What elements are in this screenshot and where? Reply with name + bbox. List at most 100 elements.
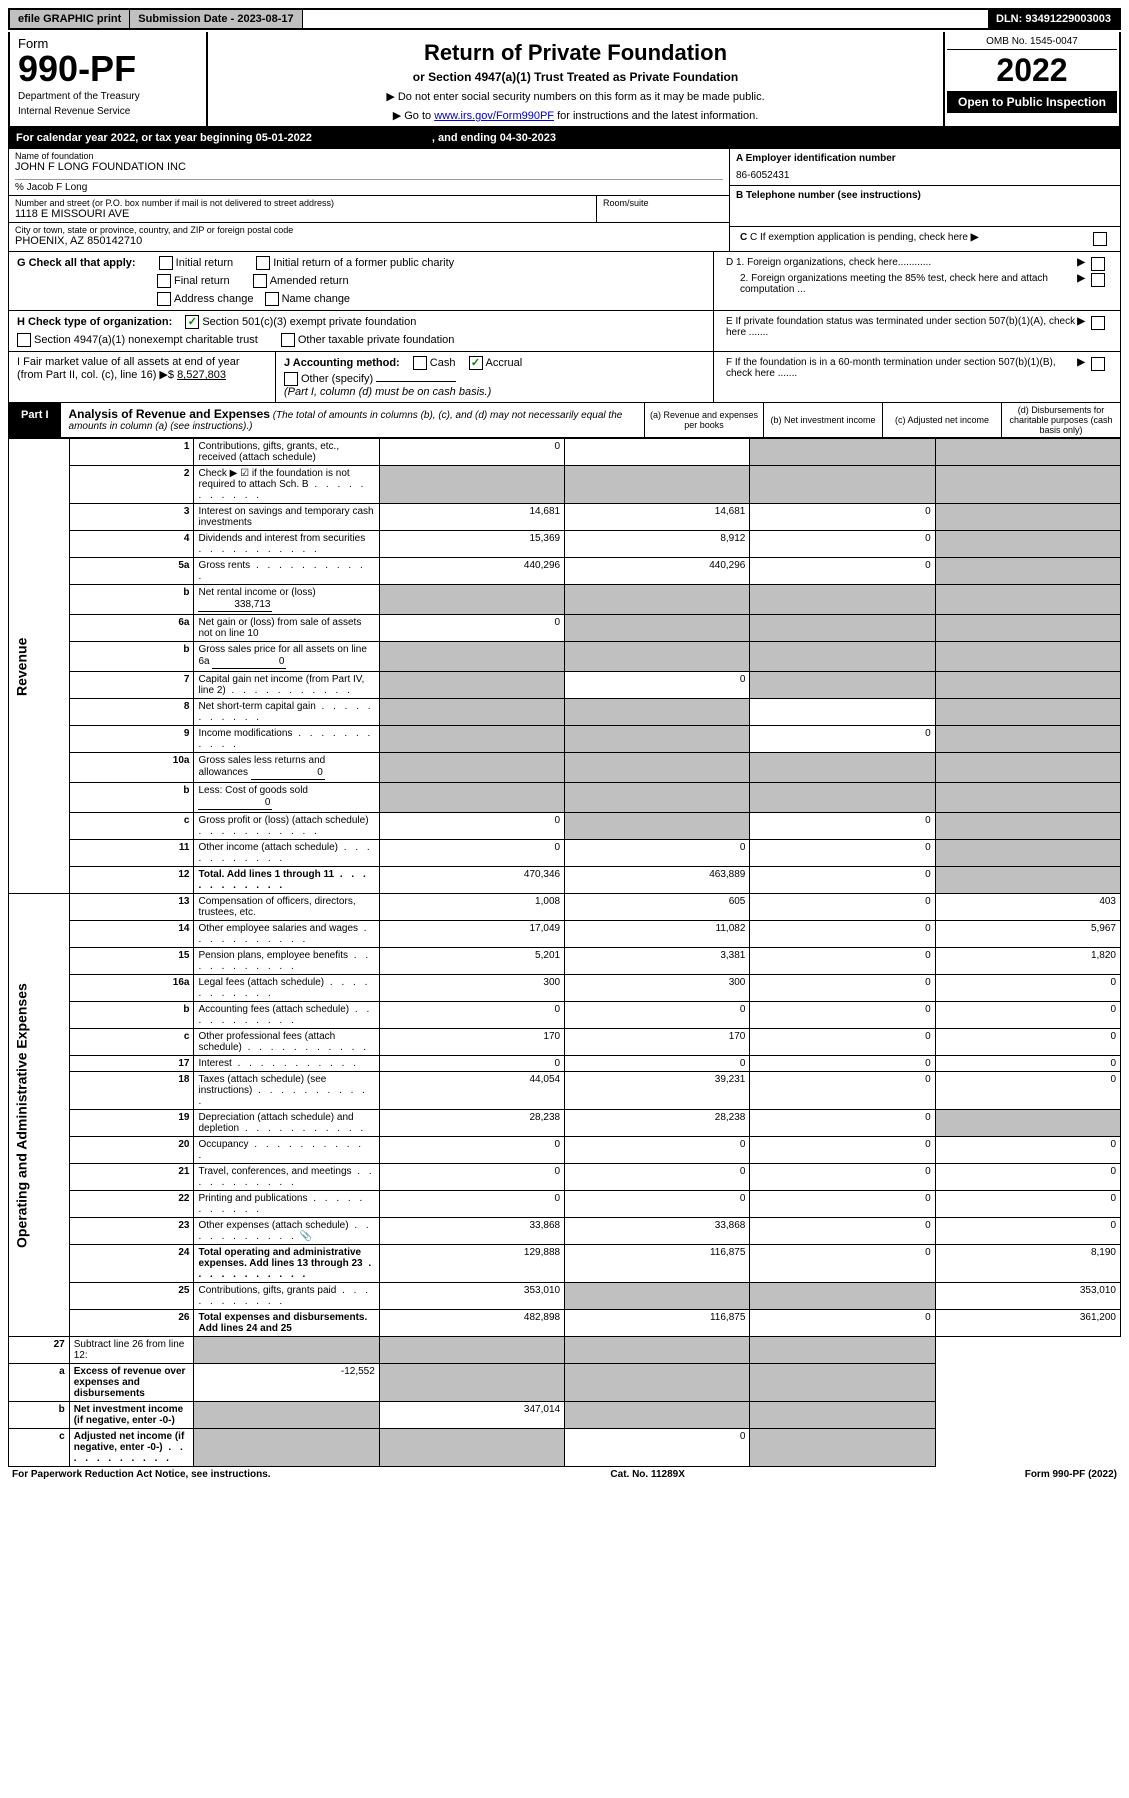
phone-block: B Telephone number (see instructions) xyxy=(730,186,1120,227)
amount-cell xyxy=(935,783,1120,813)
inline-value[interactable] xyxy=(251,766,325,780)
form-title: Return of Private Foundation xyxy=(218,40,933,66)
amount-cell: 0 xyxy=(750,726,935,753)
checkbox-initial-return[interactable] xyxy=(159,256,173,270)
form-number: 990-PF xyxy=(18,51,198,87)
row-label: Check ▶ ☑ if the foundation is not requi… xyxy=(194,466,379,504)
col-b-header: (b) Net investment income xyxy=(763,403,882,437)
check-section: G Check all that apply: Initial return I… xyxy=(8,252,1121,311)
checkbox-other-taxable[interactable] xyxy=(281,333,295,347)
row-label: Taxes (attach schedule) (see instruction… xyxy=(194,1072,379,1110)
row-number: 17 xyxy=(69,1056,194,1072)
amount-cell: 0 xyxy=(750,921,935,948)
amount-cell: 3,381 xyxy=(565,948,750,975)
amount-cell: 0 xyxy=(750,504,935,531)
amount-cell: 0 xyxy=(379,615,564,642)
city-cell: City or town, state or province, country… xyxy=(9,223,729,249)
attachment-icon[interactable]: 📎 xyxy=(300,1231,312,1242)
amount-cell: 129,888 xyxy=(379,1245,564,1283)
foundation-name-cell: Name of foundation JOHN F LONG FOUNDATIO… xyxy=(9,149,729,196)
row-label: Income modifications xyxy=(194,726,379,753)
amount-cell xyxy=(379,642,564,672)
checkbox-e[interactable] xyxy=(1091,316,1105,330)
row-label: Depreciation (attach schedule) and deple… xyxy=(194,1110,379,1137)
checkbox-name-change[interactable] xyxy=(265,292,279,306)
checkbox-address-change[interactable] xyxy=(157,292,171,306)
amount-cell xyxy=(935,753,1120,783)
row-number: 19 xyxy=(69,1110,194,1137)
row-number: 13 xyxy=(69,894,194,921)
checkbox-501c3[interactable] xyxy=(185,315,199,329)
row-label: Net short-term capital gain xyxy=(194,699,379,726)
amount-cell: 33,868 xyxy=(379,1218,564,1245)
amount-cell: 300 xyxy=(379,975,564,1002)
row-label: Other employee salaries and wages xyxy=(194,921,379,948)
checkbox-f[interactable] xyxy=(1091,357,1105,371)
amount-cell xyxy=(935,504,1120,531)
amount-cell xyxy=(935,813,1120,840)
amount-cell: 0 xyxy=(379,840,564,867)
amount-cell: 0 xyxy=(750,1164,935,1191)
amount-cell xyxy=(750,1283,935,1310)
row-label: Contributions, gifts, grants paid xyxy=(194,1283,379,1310)
goto-note: ▶ Go to www.irs.gov/Form990PF for instru… xyxy=(218,109,933,122)
checkbox-cash[interactable] xyxy=(413,356,427,370)
amount-cell: 0 xyxy=(935,1056,1120,1072)
row-label: Less: Cost of goods sold xyxy=(194,783,379,813)
ssn-note: ▶ Do not enter social security numbers o… xyxy=(218,90,933,103)
amount-cell xyxy=(379,726,564,753)
amount-cell: 605 xyxy=(565,894,750,921)
row-number: 6a xyxy=(69,615,194,642)
amount-cell: 0 xyxy=(565,672,750,699)
row-label: Gross profit or (loss) (attach schedule) xyxy=(194,813,379,840)
checkbox-final-return[interactable] xyxy=(157,274,171,288)
inline-value[interactable] xyxy=(198,796,272,810)
amount-cell xyxy=(565,1364,750,1402)
amount-cell: 0 xyxy=(565,1002,750,1029)
col-d-header: (d) Disbursements for charitable purpose… xyxy=(1001,403,1120,437)
row-label: Excess of revenue over expenses and disb… xyxy=(69,1364,194,1402)
amount-cell xyxy=(194,1429,379,1467)
checkbox-d2[interactable] xyxy=(1091,273,1105,287)
amount-cell: 0 xyxy=(750,1310,935,1337)
checkbox-c[interactable] xyxy=(1093,232,1107,246)
row-number: 16a xyxy=(69,975,194,1002)
amount-cell xyxy=(565,466,750,504)
f-check: F If the foundation is in a 60-month ter… xyxy=(714,352,1120,402)
amount-cell xyxy=(379,1337,564,1364)
amount-cell: 0 xyxy=(750,1029,935,1056)
amount-cell xyxy=(565,813,750,840)
irs-link[interactable]: www.irs.gov/Form990PF xyxy=(434,110,554,122)
amount-cell: 0 xyxy=(750,1218,935,1245)
amount-cell xyxy=(935,558,1120,585)
row-number: b xyxy=(9,1402,70,1429)
row-number: 20 xyxy=(69,1137,194,1164)
checkbox-amended[interactable] xyxy=(253,274,267,288)
checkbox-4947[interactable] xyxy=(17,333,31,347)
efile-print-button[interactable]: efile GRAPHIC print xyxy=(10,10,130,28)
amount-cell xyxy=(750,783,935,813)
amount-cell: 14,681 xyxy=(565,504,750,531)
inline-value[interactable] xyxy=(198,598,272,612)
amount-cell: 0 xyxy=(935,1164,1120,1191)
amount-cell: 470,346 xyxy=(379,867,564,894)
row-number: c xyxy=(69,813,194,840)
row-number: 27 xyxy=(9,1337,70,1364)
checkbox-other-method[interactable] xyxy=(284,372,298,386)
checkbox-initial-public[interactable] xyxy=(256,256,270,270)
amount-cell: 15,369 xyxy=(379,531,564,558)
ein-block: A Employer identification number 86-6052… xyxy=(730,149,1120,186)
header-right: OMB No. 1545-0047 2022 Open to Public In… xyxy=(943,32,1119,126)
amount-cell xyxy=(935,672,1120,699)
checkbox-d1[interactable] xyxy=(1091,257,1105,271)
row-label: Gross sales less returns and allowances xyxy=(194,753,379,783)
row-label: Subtract line 26 from line 12: xyxy=(69,1337,194,1364)
amount-cell xyxy=(750,615,935,642)
amount-cell: 0 xyxy=(750,1245,935,1283)
amount-cell xyxy=(379,466,564,504)
inline-value[interactable] xyxy=(212,655,286,669)
year-end: , and ending 04-30-2023 xyxy=(432,132,556,144)
amount-cell: 0 xyxy=(935,1029,1120,1056)
header-left: Form 990-PF Department of the Treasury I… xyxy=(10,32,208,126)
checkbox-accrual[interactable] xyxy=(469,356,483,370)
